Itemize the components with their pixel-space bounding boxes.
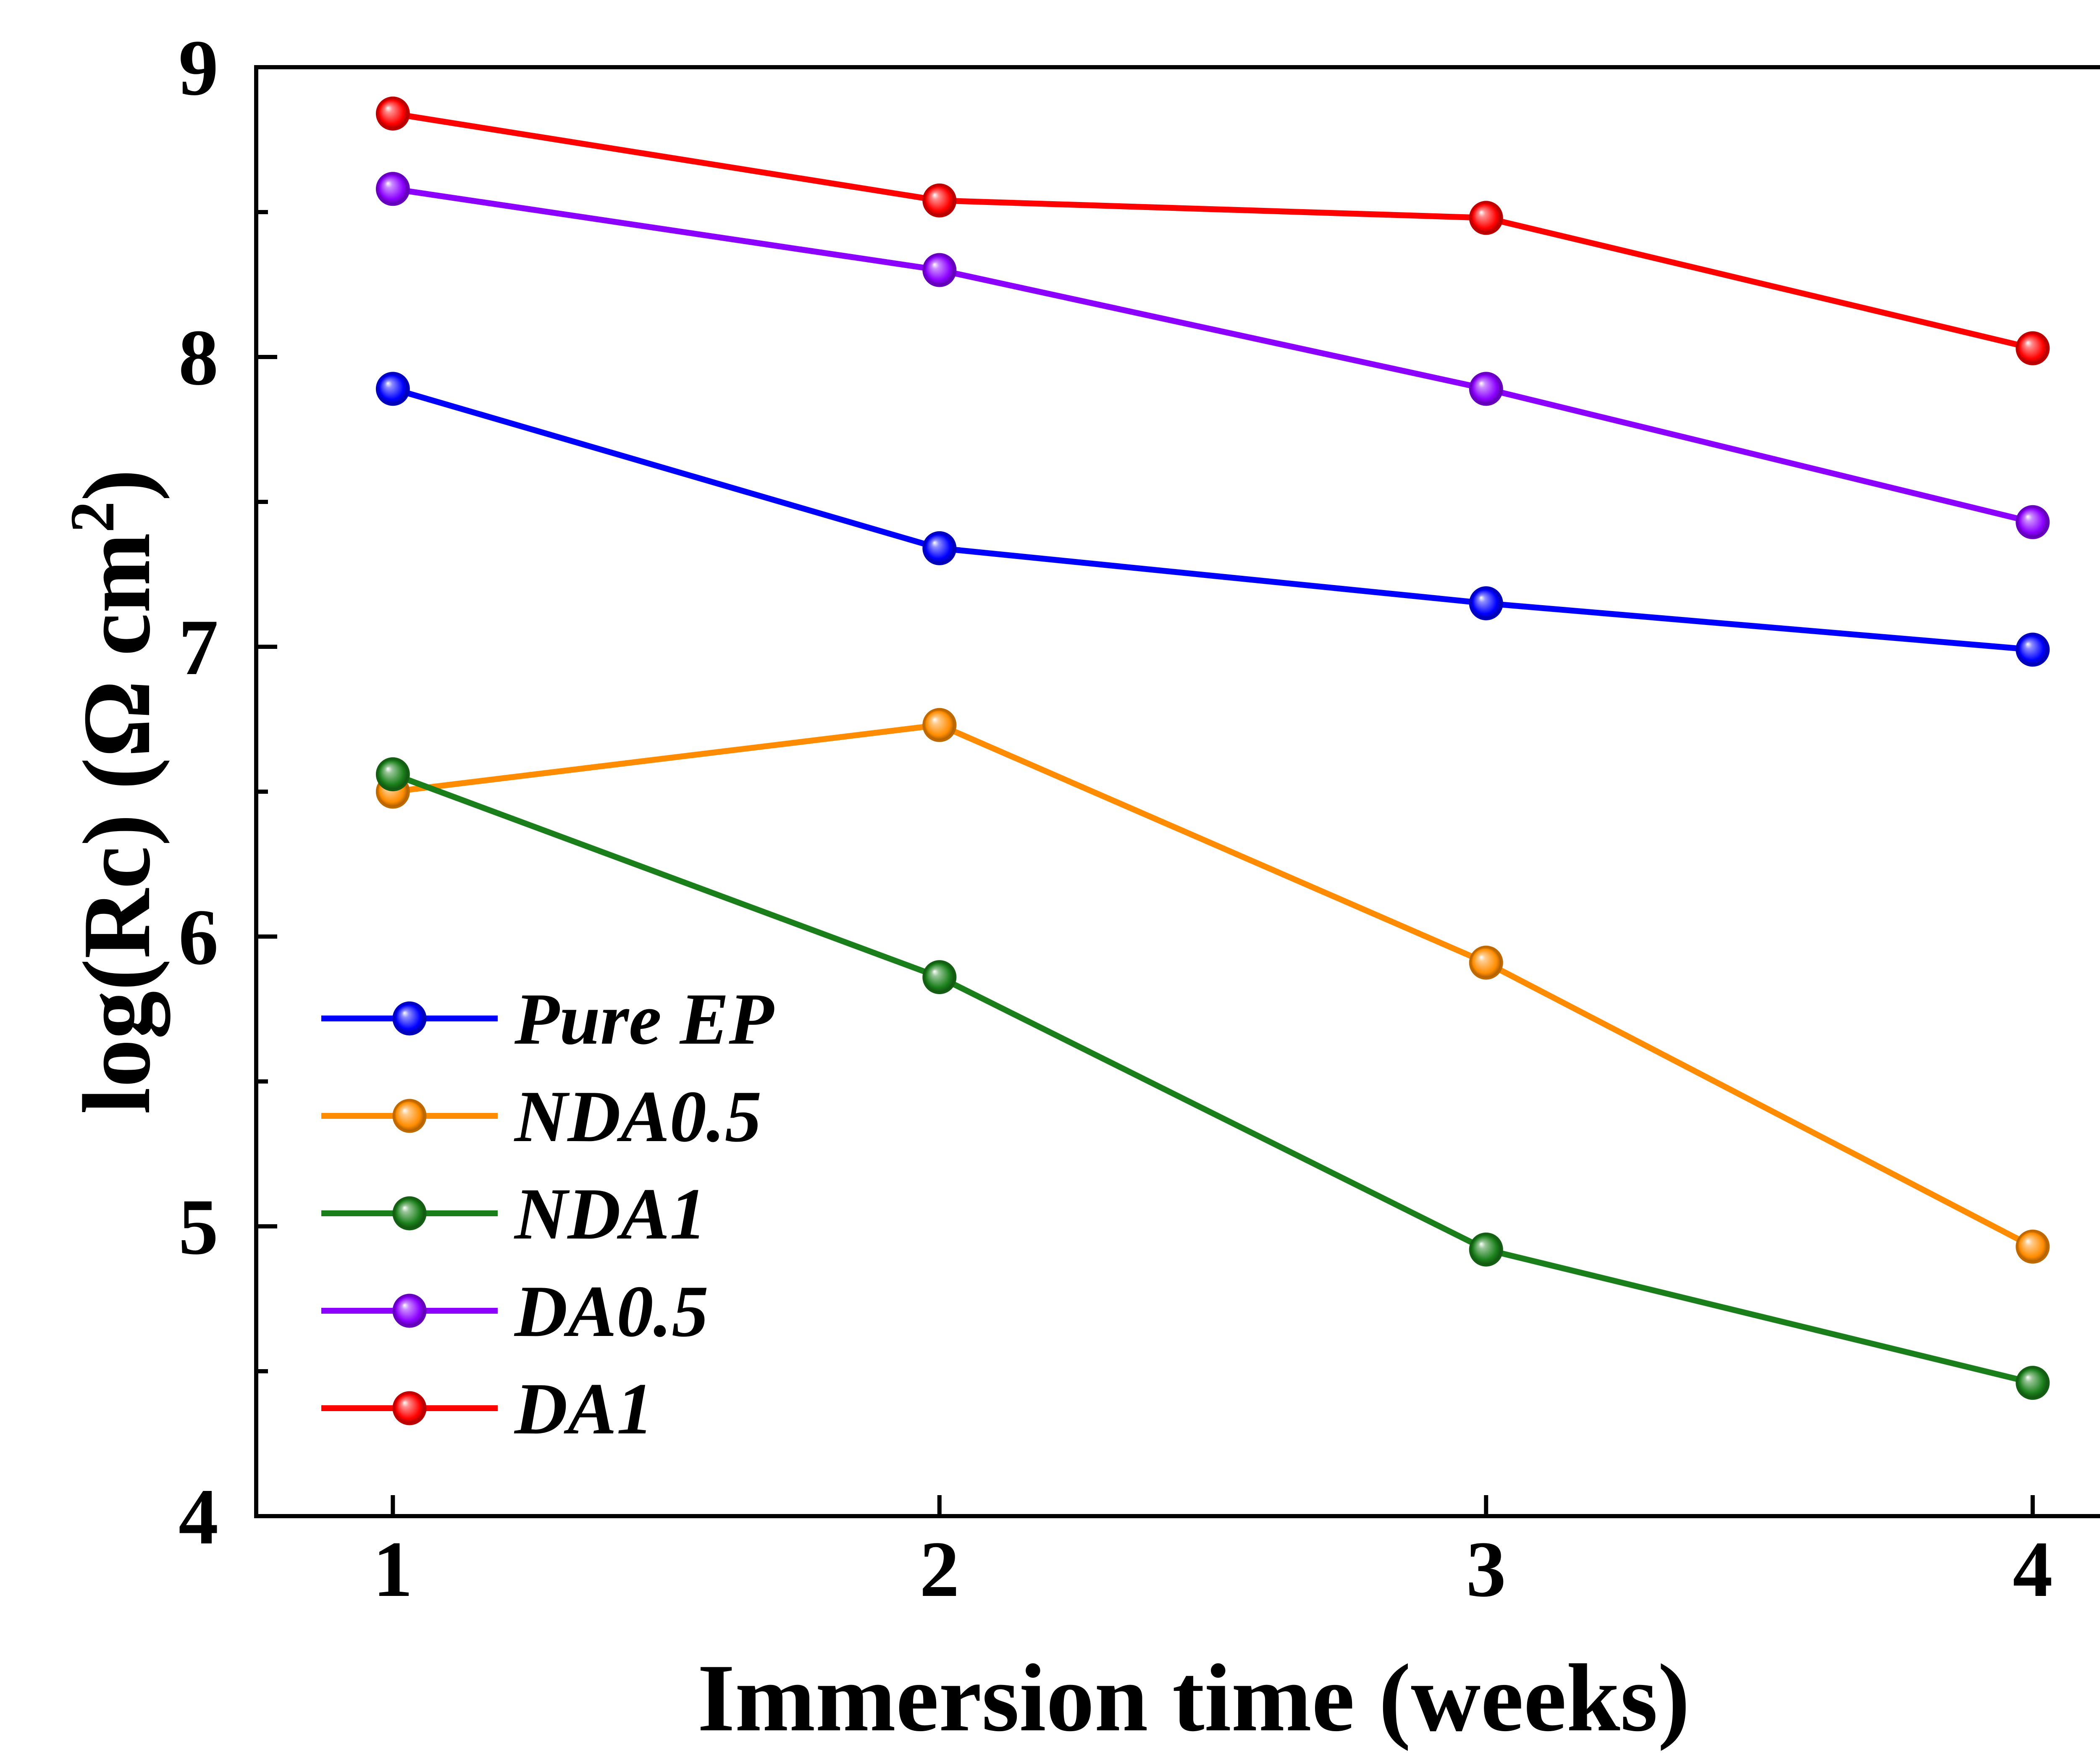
series-line	[392, 110, 2034, 352]
x-tick-label: 3	[1466, 1525, 1506, 1614]
data-point	[1469, 945, 1503, 980]
data-point	[2016, 1366, 2050, 1400]
data-point	[1469, 586, 1503, 620]
data-point	[375, 372, 410, 406]
legend-item-da1: DA1	[321, 1368, 654, 1449]
data-point	[2016, 331, 2050, 365]
y-axis-title-close: )	[63, 469, 170, 501]
y-tick-label: 5	[178, 1183, 218, 1271]
data-point	[922, 708, 957, 742]
series-line	[392, 722, 2034, 1249]
data-point	[922, 183, 957, 218]
series-line	[392, 386, 2033, 653]
series-line	[391, 772, 2034, 1386]
legend-marker	[392, 1391, 427, 1425]
y-axis-title: log(Rc) (Ω cm2)	[58, 469, 171, 1114]
legend-label: Pure EP	[514, 978, 774, 1060]
series-da1	[375, 96, 2050, 365]
legend-item-da0-5: DA0.5	[321, 1270, 709, 1352]
data-point	[922, 960, 957, 995]
y-axis-title-main: log(Rc) (Ω cm	[63, 533, 171, 1114]
y-tick-label: 7	[178, 604, 218, 692]
legend: Pure EP NDA0.5 NDA1 DA0.5 DA1	[321, 978, 774, 1449]
data-point	[1469, 201, 1503, 235]
y-axis-title-superscript: 2	[58, 501, 127, 533]
legend-item-pure-ep: Pure EP	[321, 978, 774, 1060]
legend-label: DA0.5	[514, 1270, 709, 1352]
series-da0-5	[375, 172, 2050, 539]
data-point	[2016, 505, 2050, 539]
legend-label: DA1	[514, 1368, 654, 1449]
series-line	[392, 186, 2034, 525]
x-tick-label: 1	[373, 1525, 413, 1614]
y-tick-label: 8	[178, 314, 218, 402]
series-layer	[375, 96, 2050, 1400]
data-point	[375, 172, 410, 206]
series-nda1	[375, 757, 2050, 1400]
legend-label: NDA1	[514, 1173, 706, 1254]
legend-label: NDA0.5	[514, 1076, 761, 1157]
y-tick-label: 6	[178, 893, 218, 981]
data-point	[1469, 1232, 1503, 1267]
legend-marker	[392, 1001, 427, 1036]
axis-ticks: 1 2 3 4 4 5 6 7 8 9	[178, 24, 2053, 1614]
data-point	[2016, 1229, 2050, 1264]
data-point	[1469, 372, 1503, 406]
data-point	[375, 96, 410, 131]
legend-marker	[392, 1196, 427, 1231]
legend-marker	[392, 1099, 427, 1133]
data-point	[375, 757, 410, 792]
legend-item-nda1: NDA1	[321, 1173, 706, 1254]
legend-marker	[392, 1294, 427, 1328]
data-point	[922, 531, 957, 565]
x-tick-label: 4	[2013, 1525, 2053, 1614]
x-axis-title: Immersion time (weeks)	[697, 1644, 1690, 1751]
legend-item-nda0-5: NDA0.5	[321, 1076, 761, 1157]
y-tick-label: 9	[178, 24, 218, 112]
x-tick-label: 2	[919, 1525, 959, 1614]
data-point	[2016, 632, 2050, 667]
series-pure-ep	[375, 372, 2050, 667]
y-tick-label: 4	[178, 1473, 218, 1561]
data-point	[922, 253, 957, 287]
